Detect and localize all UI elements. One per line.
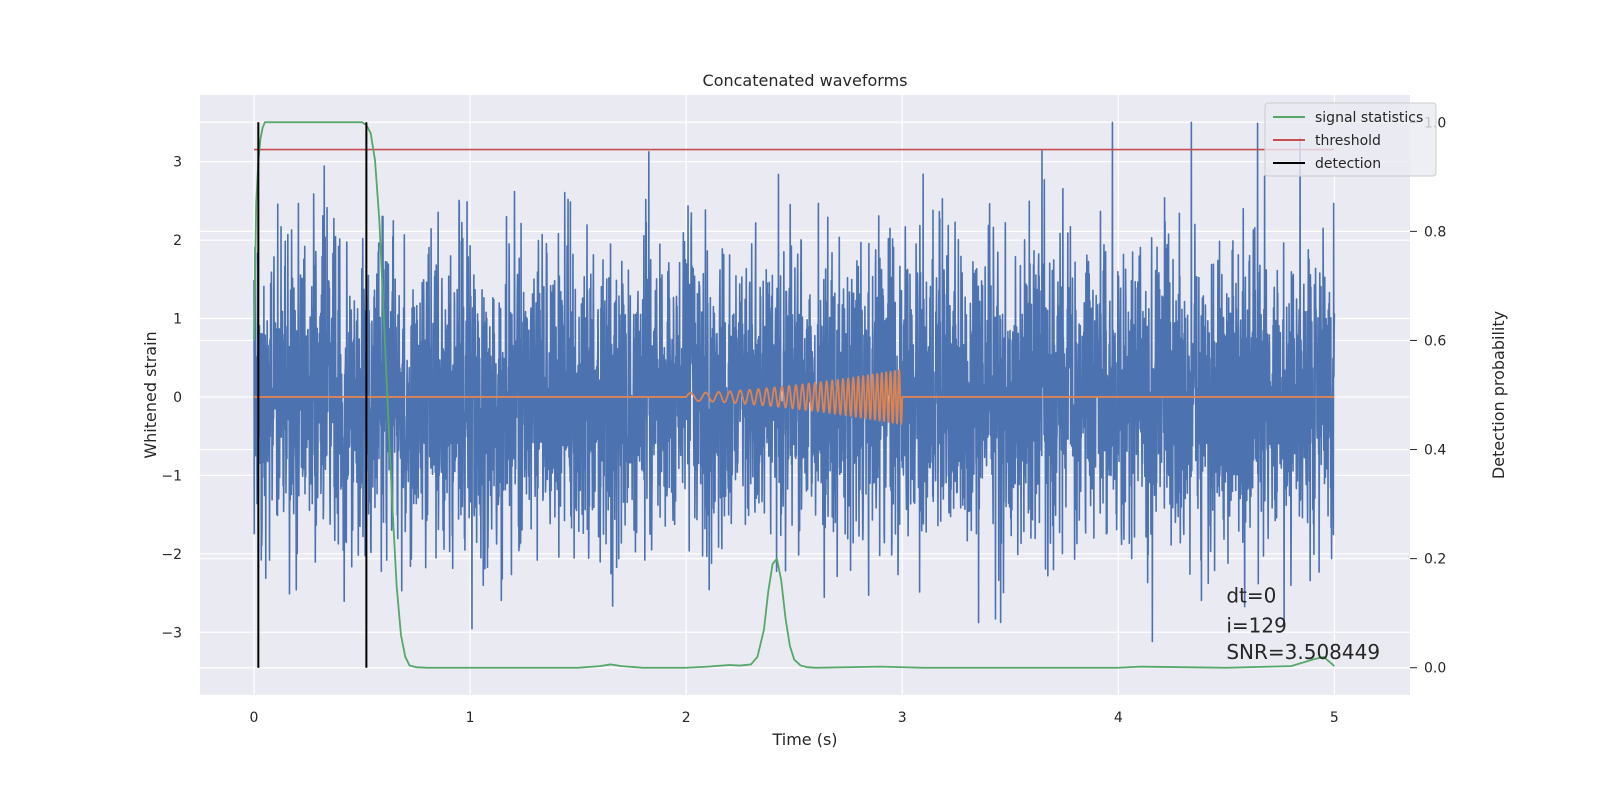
y2-tick-label: 0.6 xyxy=(1424,333,1446,349)
y-tick-label: 3 xyxy=(173,155,182,171)
x-tick-label: 0 xyxy=(250,710,259,726)
x-tick-label: 4 xyxy=(1114,710,1123,726)
legend: signal statistics threshold detection xyxy=(1264,102,1437,177)
y2-tick-label: 0.0 xyxy=(1424,661,1446,677)
y-tick-label: −1 xyxy=(161,468,182,484)
series-signal-statistics xyxy=(253,121,1335,669)
x-tick-label: 3 xyxy=(898,710,907,726)
y-tick-label: 0 xyxy=(173,390,182,406)
x-tick-label: 2 xyxy=(682,710,691,726)
y-tick-label: −2 xyxy=(161,547,182,563)
legend-label-signal-statistics: signal statistics xyxy=(1315,110,1423,126)
chart-title: Concatenated waveforms xyxy=(703,71,908,90)
y-axis-label: Whitened strain xyxy=(141,331,160,458)
annotation-snr: SNR=3.508449 xyxy=(1226,640,1380,664)
x-axis-label: Time (s) xyxy=(771,730,837,749)
legend-label-threshold: threshold xyxy=(1315,133,1381,149)
y-tick-label: −3 xyxy=(161,625,182,641)
y2-tick-label: 0.4 xyxy=(1424,443,1446,459)
x-tick-label: 5 xyxy=(1330,710,1339,726)
y-tick-label: 1 xyxy=(173,312,182,328)
annotation-index: i=129 xyxy=(1226,613,1287,637)
annotation-dt: dt=0 xyxy=(1226,583,1276,607)
y2-axis-label: Detection probability xyxy=(1489,311,1508,479)
legend-box xyxy=(1264,102,1437,177)
y2-tick-label: 0.8 xyxy=(1424,224,1446,240)
series-whitened-strain xyxy=(253,121,1336,643)
data-layer xyxy=(253,121,1336,669)
legend-label-detection: detection xyxy=(1315,156,1381,172)
x-tick-label: 1 xyxy=(466,710,475,726)
y2-tick-label: 0.2 xyxy=(1424,552,1446,568)
y-tick-label: 2 xyxy=(173,233,182,249)
series-injected-chirp xyxy=(254,369,1335,426)
